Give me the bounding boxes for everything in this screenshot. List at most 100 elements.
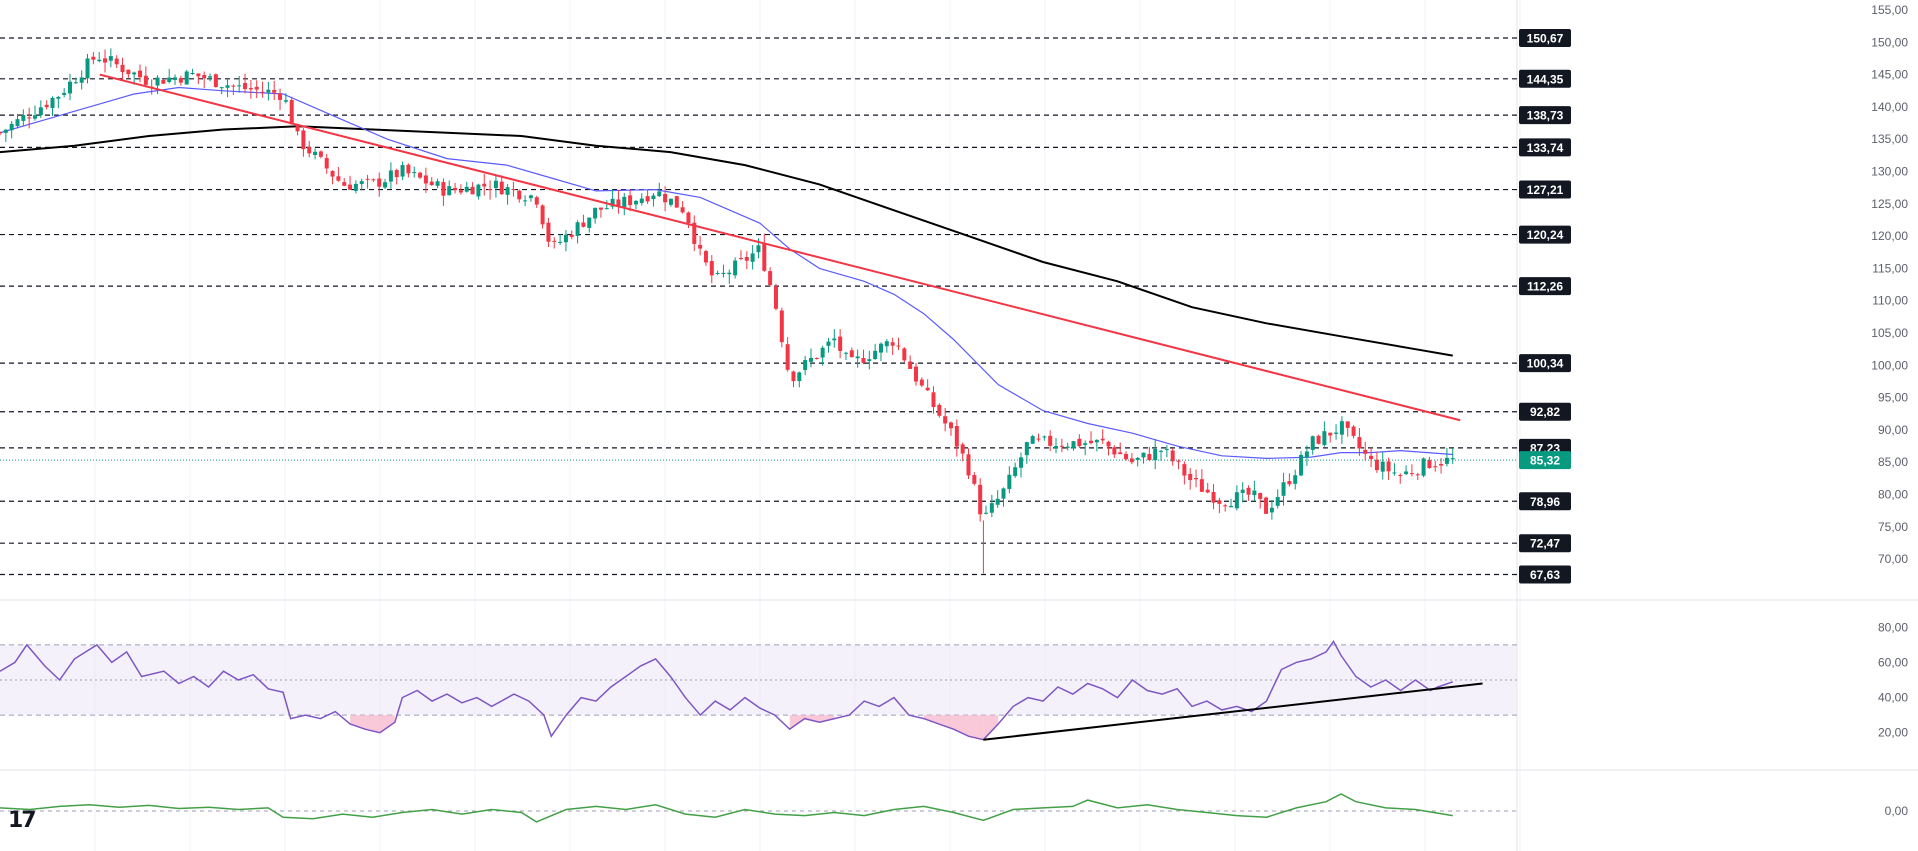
candle-body[interactable]	[1223, 505, 1228, 507]
candle-body[interactable]	[925, 387, 930, 391]
candle-body[interactable]	[178, 78, 183, 83]
candle-body[interactable]	[569, 234, 574, 237]
candle-body[interactable]	[937, 404, 942, 416]
candle-body[interactable]	[884, 341, 889, 347]
candle-body[interactable]	[1409, 473, 1414, 475]
candle-body[interactable]	[721, 272, 726, 274]
candle-body[interactable]	[995, 498, 1000, 505]
candle-body[interactable]	[1182, 464, 1187, 476]
candle-body[interactable]	[628, 195, 633, 206]
candle-body[interactable]	[785, 344, 790, 370]
candle-body[interactable]	[744, 257, 749, 261]
candle-body[interactable]	[190, 73, 195, 75]
candle-body[interactable]	[1369, 455, 1374, 460]
candle-body[interactable]	[1293, 475, 1298, 484]
candle-body[interactable]	[225, 85, 230, 88]
candle-body[interactable]	[91, 56, 96, 60]
candle-body[interactable]	[482, 183, 487, 187]
candle-body[interactable]	[1159, 450, 1164, 452]
candle-body[interactable]	[1077, 438, 1082, 447]
candle-body[interactable]	[423, 175, 428, 184]
candle-body[interactable]	[1106, 441, 1111, 447]
candle-body[interactable]	[984, 512, 989, 514]
candle-body[interactable]	[155, 77, 160, 86]
candle-body[interactable]	[330, 170, 335, 177]
candle-body[interactable]	[1287, 481, 1292, 485]
candle-body[interactable]	[283, 100, 288, 102]
candle-body[interactable]	[126, 69, 131, 75]
candle-body[interactable]	[318, 151, 323, 157]
candle-body[interactable]	[493, 180, 498, 189]
candle-body[interactable]	[103, 58, 108, 63]
candle-body[interactable]	[272, 89, 277, 93]
candle-body[interactable]	[674, 196, 679, 208]
candle-body[interactable]	[1188, 473, 1193, 480]
candle-body[interactable]	[1229, 505, 1234, 508]
candle-body[interactable]	[698, 244, 703, 249]
candle-body[interactable]	[237, 85, 242, 87]
candle-body[interactable]	[1398, 475, 1403, 477]
candle-body[interactable]	[108, 56, 113, 61]
candle-body[interactable]	[598, 207, 603, 210]
candle-body[interactable]	[161, 79, 166, 84]
candle-body[interactable]	[1030, 436, 1035, 444]
candle-body[interactable]	[266, 89, 271, 93]
candle-body[interactable]	[56, 96, 61, 99]
candle-body[interactable]	[73, 82, 78, 84]
candle-body[interactable]	[1281, 482, 1286, 496]
candle-body[interactable]	[558, 241, 563, 243]
candle-body[interactable]	[919, 379, 924, 386]
candle-body[interactable]	[1380, 461, 1385, 472]
candle-body[interactable]	[202, 75, 207, 79]
candle-body[interactable]	[1450, 458, 1455, 460]
candle-body[interactable]	[1112, 447, 1117, 455]
candle-body[interactable]	[896, 345, 901, 347]
candle-body[interactable]	[931, 392, 936, 408]
candle-body[interactable]	[878, 343, 883, 353]
rsi-uptrend-line[interactable]	[983, 682, 1483, 741]
candle-body[interactable]	[966, 454, 971, 476]
candle-body[interactable]	[243, 82, 248, 90]
candle-body[interactable]	[756, 245, 761, 253]
candle-body[interactable]	[1124, 453, 1129, 460]
candle-body[interactable]	[616, 199, 621, 207]
candle-body[interactable]	[173, 77, 178, 80]
candle-body[interactable]	[727, 272, 732, 275]
candle-body[interactable]	[120, 64, 125, 72]
candle-body[interactable]	[1246, 487, 1251, 495]
candle-body[interactable]	[978, 484, 983, 515]
candle-body[interactable]	[989, 503, 994, 513]
candle-body[interactable]	[27, 117, 32, 119]
candle-body[interactable]	[1071, 441, 1076, 449]
candle-body[interactable]	[167, 77, 172, 82]
candle-body[interactable]	[528, 195, 533, 199]
candle-body[interactable]	[943, 416, 948, 424]
candle-body[interactable]	[342, 182, 347, 186]
candle-body[interactable]	[3, 129, 8, 133]
candle-body[interactable]	[826, 341, 831, 346]
candle-body[interactable]	[213, 74, 218, 88]
candle-body[interactable]	[913, 366, 918, 382]
candle-body[interactable]	[1065, 446, 1070, 448]
candle-body[interactable]	[38, 107, 43, 116]
candle-body[interactable]	[353, 183, 358, 191]
candle-body[interactable]	[464, 186, 469, 192]
candle-body[interactable]	[307, 147, 312, 154]
candle-body[interactable]	[1048, 435, 1053, 446]
candle-body[interactable]	[902, 348, 907, 361]
candle-body[interactable]	[33, 115, 38, 119]
candle-body[interactable]	[260, 91, 265, 93]
candle-body[interactable]	[540, 205, 545, 225]
candle-body[interactable]	[657, 191, 662, 197]
candle-body[interactable]	[768, 271, 773, 285]
candle-body[interactable]	[418, 172, 423, 178]
candle-body[interactable]	[1444, 457, 1449, 464]
candle-body[interactable]	[1404, 471, 1409, 475]
candle-body[interactable]	[1036, 438, 1041, 440]
candle-body[interactable]	[365, 178, 370, 180]
candle-body[interactable]	[383, 182, 388, 188]
candle-body[interactable]	[1240, 489, 1245, 493]
candle-body[interactable]	[441, 182, 446, 196]
candle-body[interactable]	[814, 358, 819, 360]
candle-body[interactable]	[1275, 497, 1280, 506]
